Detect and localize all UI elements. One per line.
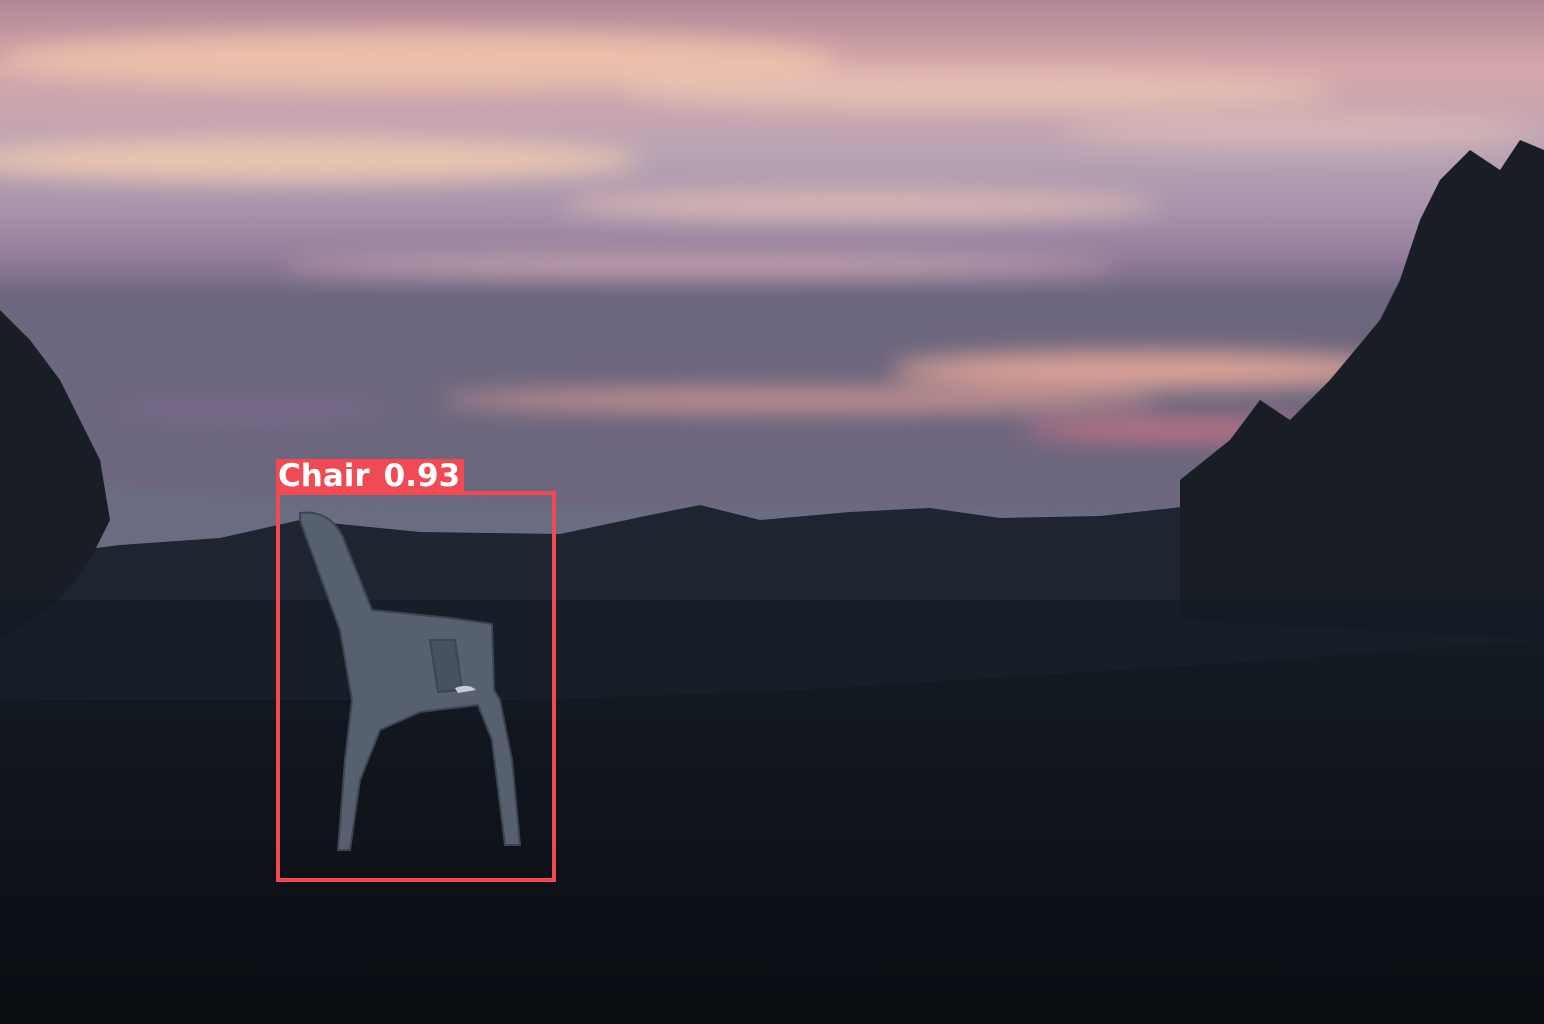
detection-label: Chair 0.93	[276, 458, 465, 494]
detection-bounding-box	[276, 491, 556, 882]
ground	[0, 640, 1544, 1024]
detection-class: Chair	[278, 458, 370, 494]
clouds	[0, 32, 1540, 439]
chair	[299, 511, 522, 851]
right-tree	[1180, 140, 1544, 640]
left-tree	[0, 310, 110, 640]
detection-confidence: 0.93	[383, 458, 461, 494]
